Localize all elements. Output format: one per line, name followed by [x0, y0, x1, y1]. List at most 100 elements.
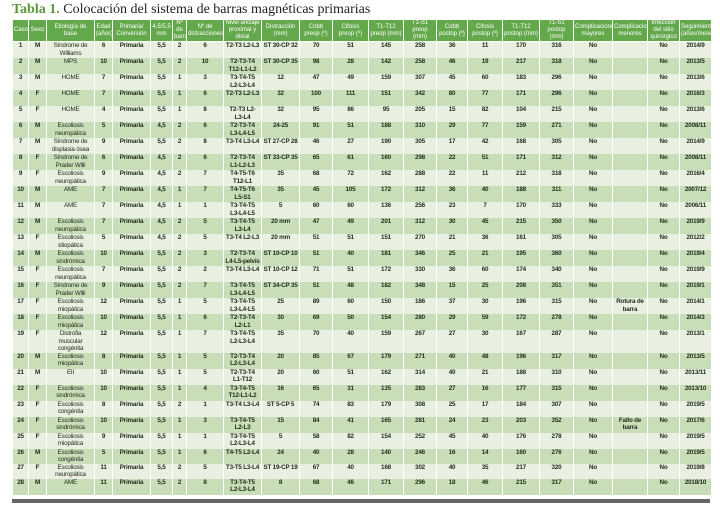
table-cell: 2014/1 [679, 298, 712, 314]
table-cell: 19 [467, 58, 503, 74]
table-cell: No [647, 202, 680, 218]
table-cell: Fallo de barra [612, 416, 648, 433]
table-cell: No [647, 384, 680, 401]
table-cell: Primaria [112, 138, 151, 154]
table-cell: 150 [368, 298, 404, 314]
table-cell [612, 432, 648, 449]
table-cell: No [573, 41, 613, 58]
table-cell: 278 [539, 314, 574, 330]
table-cell: 10 [94, 314, 113, 330]
table-cell: No [573, 234, 613, 250]
table-cell: 5,5 [150, 282, 173, 298]
table-cell: 315 [539, 298, 574, 314]
table-cell: Primaria [112, 478, 151, 495]
table-cell [612, 478, 648, 495]
table-cell: 30 [436, 218, 468, 234]
table-cell: 2019/9 [679, 218, 712, 234]
table-cell: F [28, 234, 47, 250]
table-cell: Primaria [112, 416, 151, 433]
table-row: 28 M AME 11 Primaria 5,5 2 8 T3-T4-T5 L2-L3-L4 8 6… [12, 478, 712, 495]
table-cell: No [573, 90, 613, 106]
table-cell: No [573, 106, 613, 122]
table-cell: 256 [403, 202, 437, 218]
table-cell: 252 [403, 432, 437, 449]
table-cell: 15 [436, 282, 468, 298]
table-cell: 60 [299, 368, 333, 385]
table-cell: Primaria [112, 448, 151, 464]
table-cell: 14 [12, 250, 29, 266]
table-cell: 85 [299, 352, 333, 369]
table-cell: 3 [186, 74, 224, 90]
table-cell: ST 34-CP 35 [261, 282, 300, 298]
table-cell: 316 [539, 41, 574, 58]
table-cell: 2008/11 [679, 122, 712, 138]
table-cell [612, 138, 648, 154]
table-cell: F [28, 416, 47, 433]
table-cell: 258 [403, 58, 437, 74]
table-cell: 1 [172, 74, 187, 90]
table-row: 11 M AME 7 Primaria 4,5 1 1 T3-T4-T5 L3-L4-L5 5 60… [12, 202, 712, 218]
table-cell: 287 [539, 330, 574, 353]
table-cell: 2019/4 [679, 250, 712, 266]
table-cell: 312 [403, 186, 437, 202]
table-cell: 7 [94, 90, 113, 106]
table-cell: 320 [539, 463, 574, 479]
table-cell: No [647, 218, 680, 234]
table-cell: 22 [436, 170, 468, 186]
table-cell: 2014/9 [679, 41, 712, 58]
table-cell: 4,5 [150, 234, 173, 250]
table-cell: F [28, 282, 47, 298]
table-cell: 160 [502, 448, 540, 464]
column-header: Nivel anclaje proximal y distal [223, 19, 262, 42]
table-cell: HOME [46, 90, 95, 106]
table-cell: F [28, 400, 47, 417]
table-cell: 11 [94, 478, 113, 495]
table-cell: 6 [186, 314, 224, 330]
table-cell: Escoliosis sindrómica [46, 416, 95, 433]
table-row: 15 F Escoliosis neuropática 7 Primaria 5,5 2 2 T… [12, 266, 712, 282]
table-cell: 212 [502, 170, 540, 186]
table-cell: 195 [502, 250, 540, 266]
table-cell: 40 [332, 330, 369, 353]
table-cell: 10 [94, 250, 113, 266]
table-cell: 145 [368, 41, 404, 58]
table-cell: No [647, 266, 680, 282]
table-cell: Escoliosis neuropática [46, 122, 95, 138]
table-cell: 21 [467, 368, 503, 385]
table-cell: 1 [172, 90, 187, 106]
table-cell: No [647, 448, 680, 464]
table-cell: 35 [467, 463, 503, 479]
table-cell: 2 [172, 478, 187, 495]
table-cell: HOME [46, 74, 95, 90]
table-row: 6 M Escoliosis neuropática 5 Primaria 4,5 2 6 T2… [12, 122, 712, 138]
table-cell: 1 [172, 384, 187, 401]
table-cell: 140 [368, 448, 404, 464]
table-row: 26 M Escoliosis congénita 5 Primaria 5,5 1 6 T4-… [12, 448, 712, 464]
table-cell: 281 [403, 416, 437, 433]
table-cell: No [647, 58, 680, 74]
table-cell: 17 [436, 138, 468, 154]
table-cell: 5,5 [150, 106, 173, 122]
table-cell: 6 [186, 154, 224, 170]
table-cell: 51 [299, 282, 333, 298]
table-cell: 10 [94, 384, 113, 401]
table-cell: 165 [368, 416, 404, 433]
table-cell: 171 [368, 478, 404, 495]
table-row: 20 M Escoliosis miopática 8 Primaria 5,5 1 5 T2-… [12, 352, 712, 369]
table-cell: M [28, 352, 47, 369]
table-cell: 4,5 [150, 154, 173, 170]
table-cell: 217 [502, 463, 540, 479]
table-cell: 36 [467, 234, 503, 250]
table-cell: 5 [12, 106, 29, 122]
table-cell: 30 [261, 314, 300, 330]
column-header: Seguimiento (años/meses) [679, 19, 712, 42]
table-cell: 40 [467, 432, 503, 449]
table-cell: 307 [539, 400, 574, 417]
table-cell: Primaria [112, 154, 151, 170]
table-cell: 7 [94, 186, 113, 202]
table-cell: 333 [539, 202, 574, 218]
table-cell: 89 [299, 298, 333, 314]
table-cell: Escoliosis congénita [46, 400, 95, 417]
table-cell: 58 [299, 432, 333, 449]
table-cell: T2-T3 L2-L3 [223, 41, 262, 58]
